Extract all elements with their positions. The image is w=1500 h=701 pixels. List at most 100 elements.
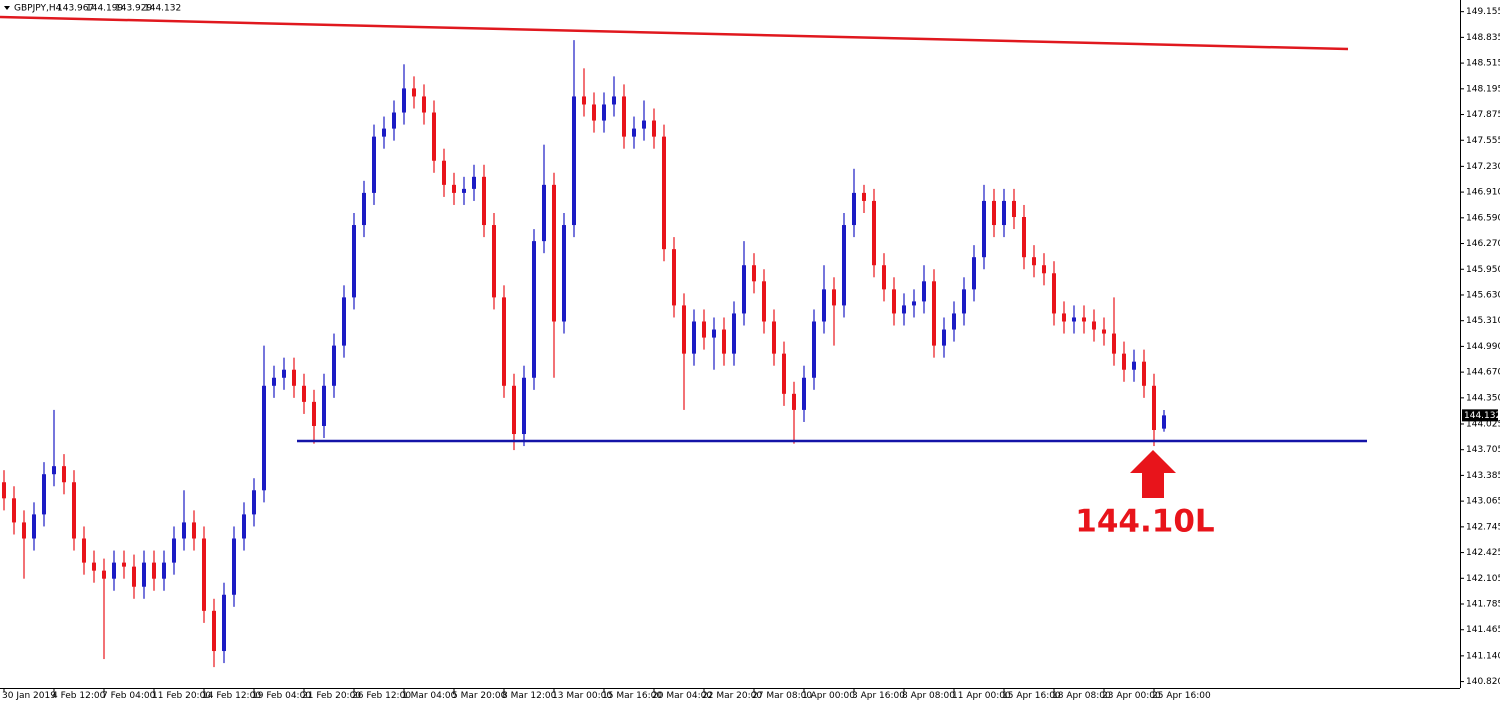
candle-body <box>222 594 226 652</box>
candle-body <box>912 301 916 306</box>
candle-body <box>392 112 396 129</box>
current-price-label: 144.132 <box>1464 411 1500 421</box>
candle-body <box>32 514 36 539</box>
candle-body <box>1112 333 1116 354</box>
candle-body <box>202 538 206 611</box>
current-price-box <box>1462 409 1498 422</box>
candle-body <box>272 377 276 386</box>
candle-body <box>412 88 416 97</box>
candle-body <box>242 514 246 539</box>
candle-body <box>52 466 56 475</box>
candle-body <box>102 570 106 579</box>
candle-body <box>92 562 96 571</box>
up-arrow <box>1130 450 1176 498</box>
y-tick-label: 143.065 <box>1466 497 1500 507</box>
y-tick-label: 147.230 <box>1466 162 1500 172</box>
x-tick-label: 23 Apr 00:00 <box>1102 691 1161 701</box>
candle-body <box>1152 385 1156 430</box>
x-tick-label: 15 Apr 16:00 <box>1002 691 1061 701</box>
candle-body <box>562 225 566 322</box>
y-tick-label: 148.195 <box>1466 84 1500 94</box>
candle-body <box>152 562 156 579</box>
candle-body <box>182 522 186 539</box>
candle-body <box>422 96 426 113</box>
candle-body <box>702 321 706 338</box>
x-tick-label: 4 Feb 12:00 <box>52 691 106 701</box>
y-tick-label: 144.990 <box>1466 342 1500 352</box>
x-tick-label: 19 Feb 04:00 <box>252 691 311 701</box>
x-tick-label: 11 Feb 20:00 <box>152 691 211 701</box>
candle-body <box>142 562 146 587</box>
x-tick-label: 13 Mar 00:00 <box>552 691 612 701</box>
candle-body <box>192 522 196 539</box>
candle-body <box>722 329 726 354</box>
annotation: 144.10L <box>1075 504 1214 540</box>
y-tick-label: 142.105 <box>1466 574 1500 584</box>
candle-body <box>992 200 996 226</box>
y-tick-label: 145.630 <box>1466 290 1500 300</box>
candle-body <box>82 538 86 563</box>
candle-body <box>352 225 356 298</box>
y-tick-label: 144.025 <box>1466 419 1500 429</box>
candle-body <box>402 88 406 113</box>
candle-body <box>1032 257 1036 266</box>
y-tick-label: 147.875 <box>1466 110 1500 120</box>
candle-body <box>312 401 316 426</box>
candle-body <box>2 482 6 499</box>
candle-body <box>952 313 956 330</box>
candle-body <box>552 184 556 322</box>
x-tick-label: 3 Apr 16:00 <box>852 691 905 701</box>
chart-title: GBPJPY,H4 <box>14 4 62 14</box>
candle-body <box>322 385 326 426</box>
y-tick-label: 146.270 <box>1466 239 1500 249</box>
candle-body <box>1042 265 1046 274</box>
candle-body <box>172 538 176 563</box>
candle-body <box>672 249 676 306</box>
candle-body <box>1122 353 1126 370</box>
candle-body <box>832 289 836 306</box>
x-tick-label: 14 Feb 12:00 <box>202 691 261 701</box>
candle-body <box>652 120 656 137</box>
y-tick-label: 142.425 <box>1466 548 1500 558</box>
x-tick-label: 5 Mar 20:00 <box>452 691 507 701</box>
y-tick-label: 141.785 <box>1466 600 1500 610</box>
y-tick-label: 144.350 <box>1466 393 1500 403</box>
y-tick-label: 146.590 <box>1466 213 1500 223</box>
candle-body <box>762 281 766 322</box>
y-tick-label: 142.745 <box>1466 522 1500 532</box>
candle-body <box>512 385 516 435</box>
candle-body <box>982 200 986 258</box>
y-tick-label: 144.670 <box>1466 368 1500 378</box>
candle-body <box>232 538 236 595</box>
y-tick-label: 146.910 <box>1466 188 1500 198</box>
candle-body <box>862 192 866 201</box>
y-tick-label: 141.140 <box>1466 651 1500 661</box>
candle-body <box>572 96 576 226</box>
x-tick-label: 18 Apr 08:00 <box>1052 691 1111 701</box>
y-tick-label: 141.465 <box>1466 625 1500 635</box>
y-tick-label: 148.515 <box>1466 59 1500 69</box>
candle-body <box>842 225 846 306</box>
candle-body <box>1132 361 1136 370</box>
x-tick-label: 7 Feb 04:00 <box>102 691 156 701</box>
candle-body <box>772 321 776 354</box>
candle-body <box>542 184 546 242</box>
candle-body <box>792 393 796 410</box>
candle-body <box>752 265 756 282</box>
candle-body <box>812 321 816 378</box>
candle-body <box>132 566 136 587</box>
candle-body <box>962 289 966 314</box>
x-tick-label: 1 Apr 00:00 <box>802 691 855 701</box>
x-tick-label: 26 Feb 12:00 <box>352 691 411 701</box>
y-tick-label: 148.835 <box>1466 33 1500 43</box>
candle-body <box>682 305 686 354</box>
candle-body <box>872 200 876 266</box>
candle-body <box>472 176 476 189</box>
x-tick-label: 27 Mar 08:00 <box>752 691 812 701</box>
header-high: 144.199 <box>86 4 123 14</box>
y-tick-label: 145.950 <box>1466 265 1500 275</box>
candle-body <box>1002 200 1006 226</box>
candle-body <box>162 562 166 579</box>
